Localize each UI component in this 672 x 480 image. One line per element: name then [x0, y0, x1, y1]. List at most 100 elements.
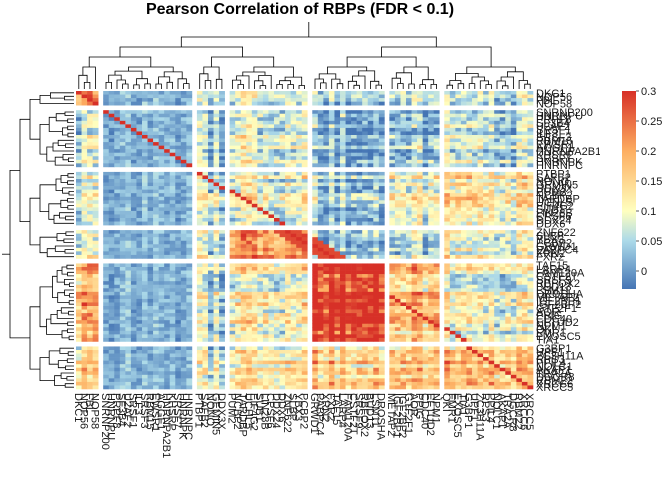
heatmap-cell — [268, 291, 275, 296]
heatmap-cell — [455, 120, 462, 125]
heatmap-cell — [142, 233, 148, 238]
heatmap-cell — [76, 327, 82, 332]
heatmap-cell — [251, 159, 258, 164]
heatmap-cell — [516, 131, 523, 136]
heatmap-cell — [290, 110, 297, 115]
heatmap-cell — [334, 284, 341, 289]
heatmap-cell — [196, 327, 203, 332]
heatmap-cell — [367, 163, 374, 168]
heatmap-cell — [103, 113, 110, 118]
heatmap-cell — [285, 274, 291, 278]
heatmap-cell — [428, 313, 435, 317]
heatmap-cell — [76, 145, 82, 150]
heatmap-cell — [268, 127, 275, 132]
heatmap-cell — [422, 295, 429, 300]
heatmap-cell — [285, 233, 291, 238]
heatmap-cell — [213, 138, 220, 143]
heatmap-cell — [433, 323, 440, 328]
heatmap-cell — [262, 277, 269, 282]
heatmap-cell — [444, 94, 451, 99]
heatmap-cell — [378, 221, 385, 226]
heatmap-cell — [389, 281, 396, 286]
heatmap-cell — [340, 127, 346, 132]
heatmap-cell — [428, 142, 435, 146]
heatmap-cell — [477, 149, 484, 154]
heatmap-cell — [466, 189, 473, 194]
heatmap-cell — [114, 131, 121, 136]
heatmap-cell — [279, 254, 286, 259]
heatmap-cell — [147, 237, 154, 242]
heatmap-cell — [76, 127, 82, 132]
heatmap-cell — [114, 320, 121, 325]
heatmap-cell — [312, 189, 319, 194]
heatmap-cell — [460, 218, 467, 222]
heatmap-cell — [345, 330, 352, 335]
heatmap-cell — [87, 193, 93, 198]
heatmap-cell — [251, 113, 258, 118]
heatmap-cell — [296, 237, 303, 242]
heatmap-cell — [175, 330, 182, 335]
heatmap-cell — [235, 163, 242, 168]
heatmap-cell — [196, 240, 203, 245]
heatmap-cell — [257, 221, 264, 226]
heatmap-cell — [334, 182, 341, 187]
heatmap-cell — [389, 263, 396, 268]
heatmap-cell — [367, 110, 374, 115]
heatmap-cell — [153, 309, 159, 314]
heatmap-cell — [235, 313, 242, 317]
heatmap-cell — [108, 270, 115, 275]
heatmap-cell — [411, 117, 418, 122]
heatmap-cell — [516, 149, 523, 154]
heatmap-cell — [411, 149, 418, 154]
heatmap-cell — [367, 230, 374, 234]
heatmap-cell — [257, 313, 264, 317]
heatmap-cell — [136, 306, 143, 310]
heatmap-cell — [312, 270, 319, 275]
heatmap-cell — [164, 267, 171, 271]
heatmap-cell — [81, 163, 88, 168]
heatmap-cell — [125, 247, 132, 252]
heatmap-cell — [279, 214, 286, 219]
heatmap-cell — [147, 113, 154, 118]
heatmap-cell — [186, 189, 193, 194]
heatmap-cell — [428, 203, 435, 208]
heatmap-cell — [373, 240, 380, 245]
heatmap-cell — [516, 291, 523, 296]
heatmap-cell — [340, 110, 346, 115]
heatmap-cell — [510, 207, 517, 212]
heatmap-cell — [483, 113, 489, 118]
heatmap-cell — [92, 110, 99, 115]
heatmap-cell — [125, 210, 132, 215]
heatmap-cell — [499, 316, 506, 321]
heatmap-cell — [175, 135, 182, 139]
heatmap-cell — [186, 124, 193, 129]
heatmap-cell — [317, 320, 324, 325]
heatmap-cell — [290, 302, 297, 307]
heatmap-cell — [130, 298, 137, 303]
heatmap-cell — [417, 277, 423, 282]
heatmap-cell — [202, 193, 209, 198]
heatmap-cell — [334, 240, 341, 245]
heatmap-cell — [389, 320, 396, 325]
heatmap-cell — [351, 327, 357, 332]
heatmap-cell — [510, 233, 517, 238]
heatmap-cell — [130, 189, 137, 194]
heatmap-cell — [257, 135, 264, 139]
heatmap-cell — [81, 203, 88, 208]
heatmap-cell — [92, 230, 99, 234]
dendrogram-branch — [83, 82, 91, 89]
heatmap-cell — [317, 127, 324, 132]
heatmap-cell — [285, 203, 291, 208]
heatmap-cell — [317, 251, 324, 256]
heatmap-cell — [477, 110, 484, 115]
heatmap-cell — [460, 120, 467, 125]
heatmap-cell — [147, 327, 154, 332]
heatmap-cell — [400, 270, 407, 275]
heatmap-cell — [296, 233, 303, 238]
heatmap-cell — [334, 254, 341, 259]
heatmap-cell — [477, 171, 484, 176]
heatmap-cell — [312, 179, 319, 183]
heatmap-cell — [373, 117, 380, 122]
heatmap-cell — [262, 171, 269, 176]
heatmap-cell — [345, 230, 352, 234]
